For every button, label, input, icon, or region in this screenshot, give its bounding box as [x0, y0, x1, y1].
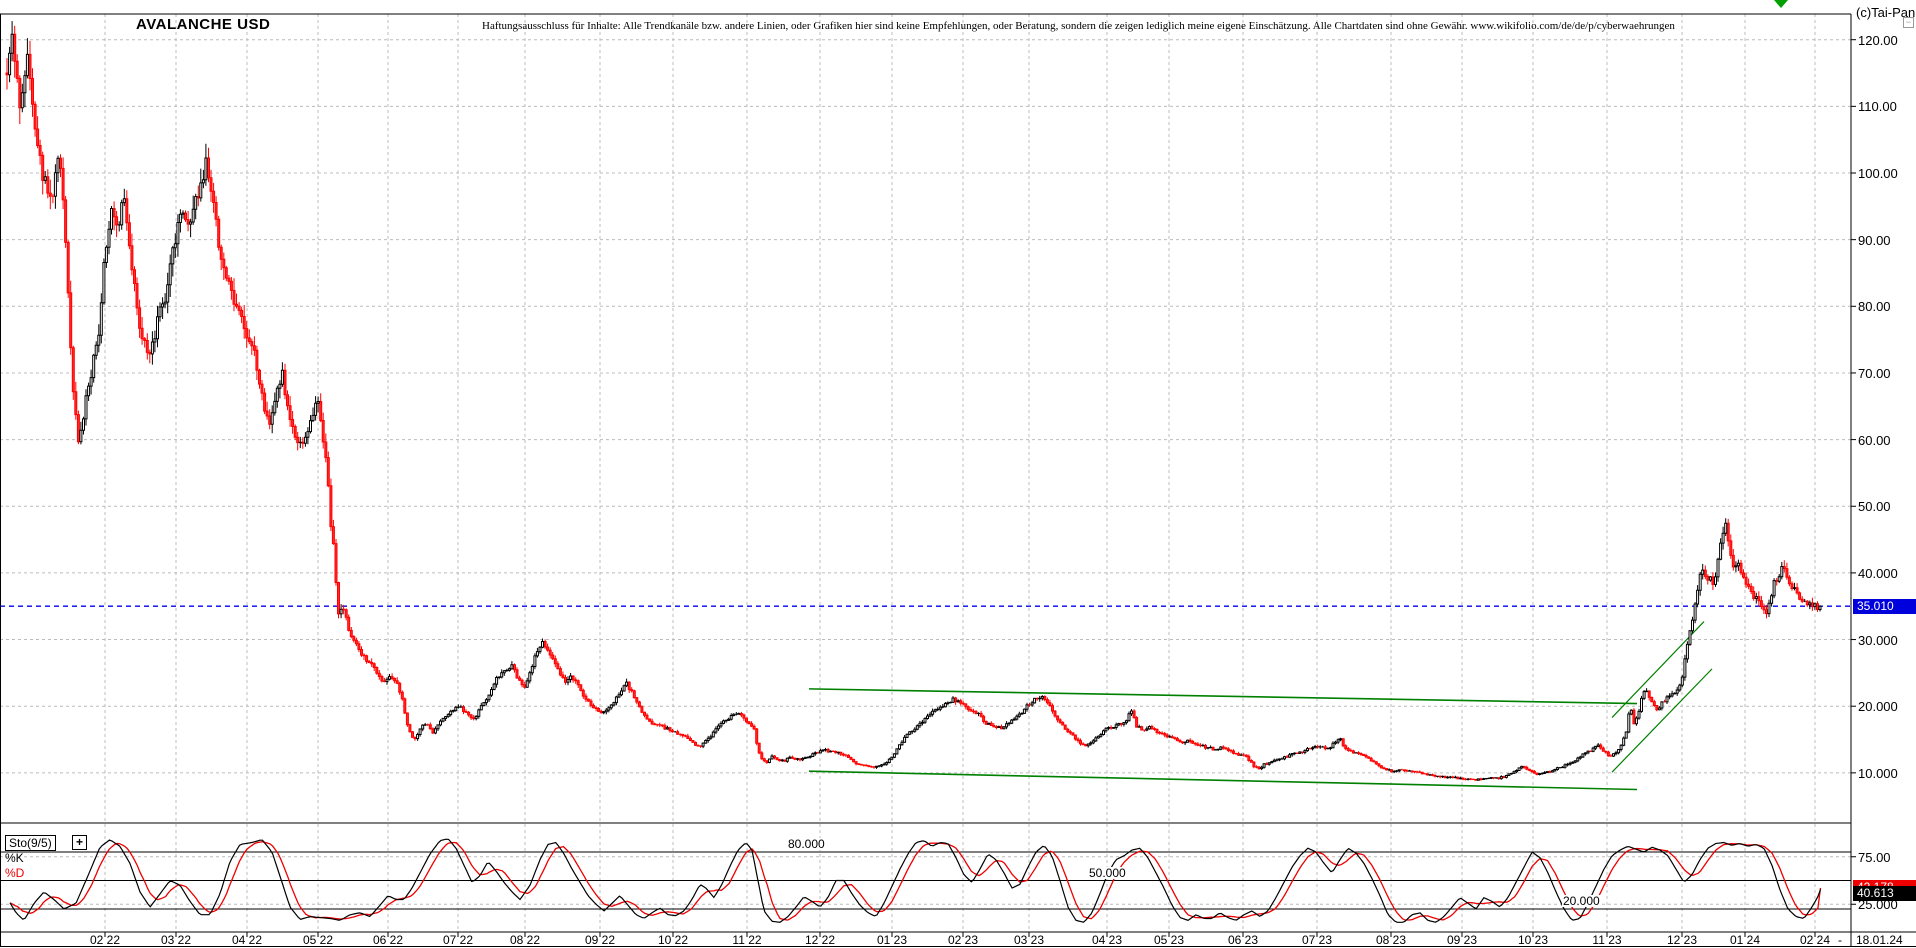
- month-axis-label: 06 23: [1227, 933, 1259, 947]
- k-line-label: %K: [5, 851, 24, 865]
- price-axis-label: 60.00: [1858, 432, 1891, 448]
- month-axis-label: 02 24: [1799, 933, 1831, 947]
- month-axis-label: 10 23: [1517, 933, 1549, 947]
- expand-icon[interactable]: +: [72, 835, 87, 850]
- copyright-label: (c)Tai-Pan: [1856, 5, 1916, 20]
- stochastic-level-label: 80.000: [787, 837, 826, 851]
- price-axis-label: 50.00: [1858, 499, 1891, 515]
- month-axis-label: 04 23: [1091, 933, 1123, 947]
- chart-title: AVALANCHE USD: [136, 16, 271, 33]
- month-axis-label: 12 22: [804, 933, 836, 947]
- month-axis-label: 05 23: [1153, 933, 1185, 947]
- month-axis-label: 03 23: [1013, 933, 1045, 947]
- month-axis-label: 06 22: [372, 933, 404, 947]
- axis-dash-label: -: [1838, 933, 1842, 947]
- stochastic-axis-label: 25.000: [1858, 897, 1898, 913]
- month-axis-label: 09 22: [584, 933, 616, 947]
- price-axis-label: 90.00: [1858, 232, 1891, 248]
- marker-down-icon: [1774, 0, 1788, 8]
- month-axis-label: 05 22: [302, 933, 334, 947]
- month-axis-label: 02 22: [89, 933, 121, 947]
- month-axis-label: 10 22: [657, 933, 689, 947]
- month-axis-label: 03 22: [160, 933, 192, 947]
- price-axis-label: 30.000: [1858, 632, 1898, 648]
- stochastic-level-label: 20.000: [1562, 894, 1601, 908]
- month-axis-label: 07 22: [442, 933, 474, 947]
- price-axis-label: 40.000: [1858, 565, 1898, 581]
- d-line-label: %D: [5, 866, 25, 880]
- month-axis-label: 12 23: [1666, 933, 1698, 947]
- month-axis-label: 07 23: [1301, 933, 1333, 947]
- month-axis-label: 08 23: [1375, 933, 1407, 947]
- price-axis-label: 120.00: [1858, 32, 1898, 48]
- month-axis-label: 08 22: [509, 933, 541, 947]
- collapse-icon[interactable]: −: [1903, 17, 1914, 28]
- price-axis-label: 10.000: [1858, 765, 1898, 781]
- month-axis-label: 11 22: [732, 933, 762, 947]
- stochastic-axis-label: 75.00: [1858, 849, 1891, 865]
- price-axis-label: 20.000: [1858, 699, 1898, 715]
- month-axis-label: 01 24: [1729, 933, 1761, 947]
- price-axis-label: 80.00: [1858, 299, 1891, 315]
- disclaimer-text: Haftungsausschluss für Inhalte: Alle Tre…: [482, 20, 1675, 32]
- stochastic-level-label: 50.000: [1088, 865, 1127, 880]
- last-date-label: 18.01.24: [1856, 933, 1903, 947]
- month-axis-label: 09 23: [1446, 933, 1478, 947]
- month-axis-label: 04 22: [231, 933, 263, 947]
- month-axis-label: 11 23: [1592, 933, 1622, 947]
- last-price-badge: 35.010: [1853, 598, 1916, 614]
- month-axis-label: 01 23: [876, 933, 908, 947]
- stochastic-k-badge: 40.613: [1853, 886, 1916, 902]
- price-axis-label: 70.00: [1858, 365, 1891, 381]
- price-axis-label: 100.00: [1858, 166, 1898, 181]
- stochastic-indicator-button[interactable]: Sto(9/5): [5, 835, 56, 851]
- price-axis-label: 110.00: [1858, 99, 1897, 115]
- month-axis-label: 02 23: [947, 933, 979, 947]
